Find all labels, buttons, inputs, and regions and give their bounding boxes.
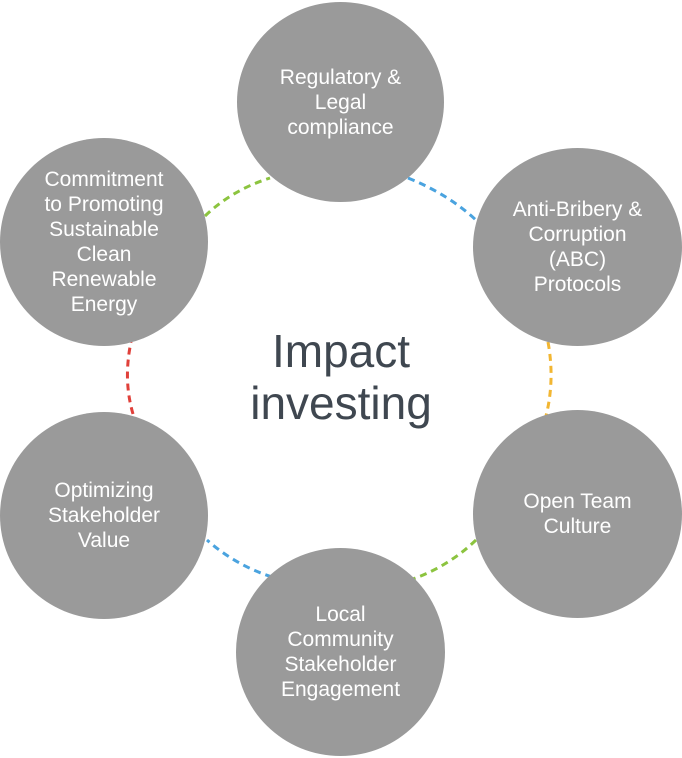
- node-commitment-renewable-energy: Commitment to Promoting Sustainable Clea…: [0, 138, 208, 346]
- connector-commitment-to-regulatory: [203, 176, 271, 218]
- center-title: Impact investing: [250, 325, 432, 429]
- node-open-team-culture: Open Team Culture: [473, 410, 682, 618]
- connector-optimizing-to-commitment: [125, 341, 135, 415]
- connector-community-to-optimizing: [206, 538, 273, 579]
- connector-antibribery-to-openteam: [544, 341, 553, 417]
- node-regulatory-legal-compliance: Regulatory & Legal compliance: [237, 2, 444, 202]
- node-optimizing-stakeholder-value: Optimizing Stakeholder Value: [0, 412, 208, 619]
- node-label: Regulatory & Legal compliance: [279, 65, 402, 139]
- node-label: Open Team Culture: [523, 490, 632, 538]
- node-label: Local Community Stakeholder Engagement: [280, 603, 401, 701]
- node-label: Anti-Bribery & Corruption (ABC) Protocol…: [512, 198, 643, 296]
- node-local-community-engagement: Local Community Stakeholder Engagement: [236, 548, 445, 756]
- connector-regulatory-to-antibribery: [407, 176, 480, 224]
- node-label: Commitment to Promoting Sustainable Clea…: [44, 168, 164, 316]
- node-label: Optimizing Stakeholder Value: [47, 479, 161, 552]
- connector-openteam-to-community: [409, 538, 478, 582]
- node-anti-bribery-corruption: Anti-Bribery & Corruption (ABC) Protocol…: [473, 148, 682, 346]
